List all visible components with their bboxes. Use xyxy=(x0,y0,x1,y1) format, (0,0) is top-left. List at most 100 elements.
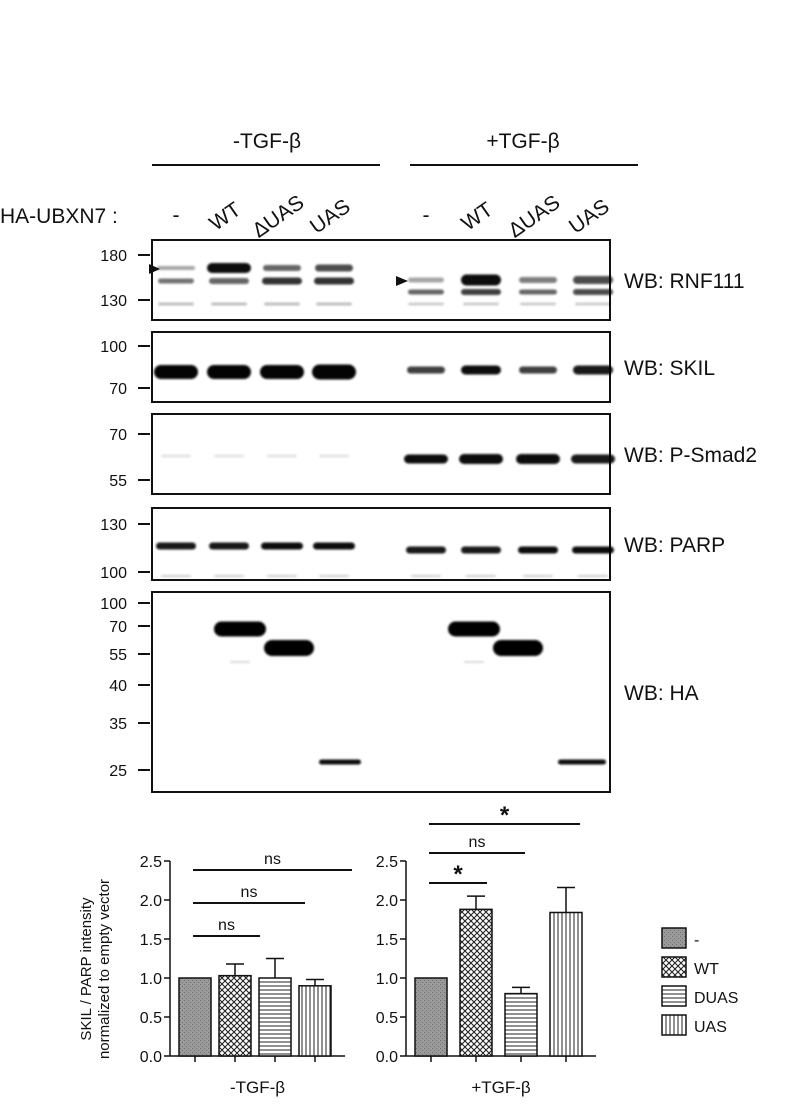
blot-band xyxy=(314,277,354,285)
blot-band xyxy=(411,575,441,577)
significance-label: ns xyxy=(241,884,258,901)
bar-chart: 0.0 0.5 1.0 1.5 2.0 2.5 +TGF-β * ns * xyxy=(376,802,596,1097)
blot-band xyxy=(408,277,444,283)
blot-band xyxy=(158,278,194,284)
blot-band xyxy=(461,365,501,375)
mw-marker-label: 40 xyxy=(109,678,127,695)
mw-marker-label: 55 xyxy=(109,473,127,490)
legend-label: - xyxy=(694,932,699,949)
construct-label: HA-UBXN7 : xyxy=(0,205,118,228)
legend-label: WT xyxy=(694,961,719,978)
lane-label: UAS xyxy=(565,195,614,239)
blot-band xyxy=(518,546,558,554)
mw-marker-label: 70 xyxy=(109,619,127,636)
blot-band xyxy=(209,278,249,284)
y-tick-label: 0.5 xyxy=(140,1010,162,1027)
charts: SKIL / PARP intensity normalized to empty… xyxy=(78,802,596,1097)
mw-marker-label: 130 xyxy=(100,517,127,534)
legend-swatch xyxy=(661,1014,687,1036)
blot-band xyxy=(156,542,196,550)
y-tick-label: 0.0 xyxy=(140,1049,162,1066)
blot-band xyxy=(523,575,553,577)
blot-band xyxy=(260,365,304,379)
mw-marker-label: 70 xyxy=(109,427,127,444)
mw-marker-label: 130 xyxy=(100,293,127,310)
bar xyxy=(218,974,252,1057)
blot-band xyxy=(404,454,448,464)
mw-marker-label: 100 xyxy=(100,596,127,613)
blot-band xyxy=(262,277,302,285)
blot-panel-label: WB: HA xyxy=(624,682,699,705)
condition-label-plus-tgfb: +TGF-β xyxy=(486,130,559,153)
blot-band xyxy=(230,661,250,663)
bar xyxy=(414,977,448,1057)
y-tick-label: 1.0 xyxy=(140,971,162,988)
blot-band xyxy=(463,302,499,306)
blot-band xyxy=(261,542,303,550)
significance-label: ns xyxy=(218,917,235,934)
blot-band xyxy=(461,546,501,554)
y-tick-label: 2.5 xyxy=(140,854,162,871)
blot-band xyxy=(464,661,484,663)
y-axis-title: SKIL / PARP intensity normalized to empty… xyxy=(78,879,113,1059)
blot-panel-label: WB: SKIL xyxy=(624,357,715,380)
blot-band xyxy=(211,302,247,306)
lane-label: - xyxy=(423,204,430,227)
blot-band xyxy=(461,289,501,295)
lane-label: ΔUAS xyxy=(504,191,564,243)
mw-marker-label: 100 xyxy=(100,339,127,356)
blot-band xyxy=(573,365,613,375)
significance-label: * xyxy=(500,802,510,829)
blot-band xyxy=(319,575,349,577)
y-tick-label: 1.5 xyxy=(376,932,398,949)
mw-marker-label: 35 xyxy=(109,716,127,733)
blot-band xyxy=(493,640,543,656)
blot-band xyxy=(573,289,613,295)
blot-band xyxy=(406,546,446,554)
y-tick-label: 0.0 xyxy=(376,1049,398,1066)
y-tick-label: 1.0 xyxy=(376,971,398,988)
mw-marker-label: 70 xyxy=(109,381,127,398)
blot-panel: 100 70 55 40 35 25 WB: HA xyxy=(100,591,699,793)
blot-band xyxy=(448,621,500,637)
mw-marker-label: 180 xyxy=(100,248,127,265)
x-axis-label: -TGF-β xyxy=(230,1078,285,1097)
blot-band xyxy=(408,289,444,295)
blot-band xyxy=(214,454,244,458)
legend-label: DUAS xyxy=(694,990,738,1007)
blot-band xyxy=(209,542,249,550)
blot-panel: 130 100 WB: PARP xyxy=(100,507,725,582)
blot-band xyxy=(214,575,244,577)
significance-label: * xyxy=(453,861,463,888)
lane-label: UAS xyxy=(306,195,355,239)
lane-label: WT xyxy=(457,198,497,236)
mw-marker-label: 25 xyxy=(109,763,127,780)
blot-band xyxy=(312,364,356,380)
blot-band xyxy=(263,265,301,271)
blot-panel: 180 130 WB: RNF111 xyxy=(100,239,745,321)
blot-band xyxy=(267,454,297,458)
legend-swatch xyxy=(661,956,687,978)
band-arrowhead-icon xyxy=(149,264,160,274)
blot-panel-label: WB: PARP xyxy=(624,534,725,557)
blot-band xyxy=(519,289,557,295)
significance-label: ns xyxy=(264,851,281,868)
blot-panel: 100 70 WB: SKIL xyxy=(100,331,715,403)
blot-band xyxy=(214,621,266,637)
bar xyxy=(549,911,583,1057)
y-tick-label: 1.5 xyxy=(140,932,162,949)
blot-panel-label: WB: P-Smad2 xyxy=(624,444,757,467)
band-arrowhead-icon xyxy=(396,276,408,286)
legend-swatch xyxy=(661,927,687,949)
blot-band xyxy=(466,575,496,577)
y-tick-label: 2.0 xyxy=(376,893,398,910)
blot-band xyxy=(573,276,613,284)
mw-marker-label: 100 xyxy=(100,565,127,582)
blot-band xyxy=(407,366,445,374)
y-axis-title-line: SKIL / PARP intensity xyxy=(78,897,95,1041)
blot-band xyxy=(408,302,444,306)
lane-label: - xyxy=(173,204,180,227)
x-axis-label: +TGF-β xyxy=(471,1078,531,1097)
